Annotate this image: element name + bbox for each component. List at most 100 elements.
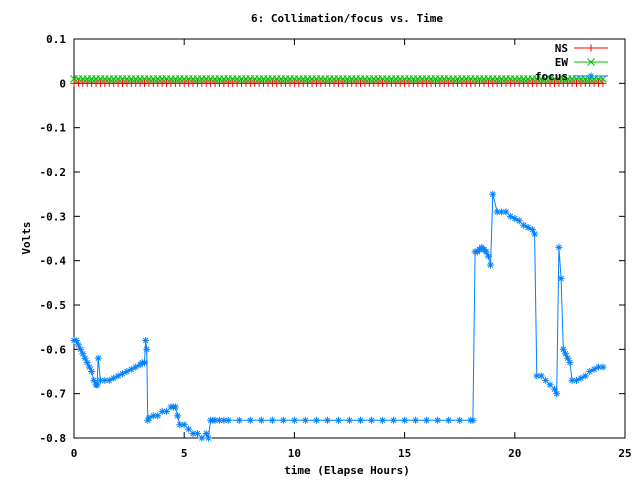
series-layer [70, 75, 607, 442]
series-ns [70, 79, 607, 87]
data-point-focus [323, 416, 331, 424]
data-point-focus [268, 416, 276, 424]
data-point-focus [484, 252, 492, 260]
data-point-focus [553, 390, 561, 398]
data-point-focus [204, 434, 212, 442]
legend-label: focus [535, 70, 568, 83]
x-axis-label: time (Elapse Hours) [284, 464, 410, 477]
data-point-focus [546, 381, 554, 389]
data-point-focus [301, 416, 309, 424]
data-point-focus [401, 416, 409, 424]
data-point-focus [141, 359, 149, 367]
data-point-focus [83, 359, 91, 367]
legend-item-focus: focus [535, 70, 608, 83]
x-tick-label: 25 [618, 447, 631, 460]
legend-item-ew: EW [555, 56, 608, 69]
data-point-focus [163, 407, 171, 415]
y-axis: 0.1 0 -0.1 -0.2 -0.3 -0.4 -0.5 -0.6 -0.7 -0.8 [40, 33, 625, 445]
data-point-focus [185, 425, 193, 433]
data-point-focus [180, 421, 188, 429]
data-point-focus [581, 372, 589, 380]
legend-marker [587, 44, 595, 52]
data-point-focus [555, 243, 563, 251]
legend-marker [587, 72, 595, 80]
data-point-focus [469, 416, 477, 424]
chart-title: 6: Collimation/focus vs. Time [251, 12, 443, 25]
data-point-focus [88, 368, 96, 375]
y-tick-label: -0.3 [40, 210, 67, 223]
data-point-focus [498, 208, 506, 216]
data-point-focus [515, 217, 523, 225]
data-point-focus [224, 416, 232, 424]
data-point-ew [599, 75, 607, 83]
data-point-focus [487, 261, 495, 269]
y-tick-label: -0.1 [40, 122, 67, 135]
data-point-focus [257, 416, 265, 424]
y-tick-label: -0.4 [40, 255, 67, 268]
y-tick-label: -0.2 [40, 166, 67, 179]
data-point-focus [235, 416, 243, 424]
y-tick-label: -0.6 [40, 343, 67, 356]
data-point-focus [502, 208, 510, 216]
data-point-focus [586, 368, 594, 375]
legend-label: NS [555, 42, 568, 55]
data-point-focus [142, 336, 150, 344]
data-point-focus [445, 416, 453, 424]
data-point-focus [557, 274, 565, 282]
data-point-focus [599, 363, 607, 371]
data-point-focus [211, 416, 219, 424]
y-tick-label: 0.1 [46, 33, 66, 46]
data-point-focus [531, 230, 539, 238]
data-point-focus [198, 434, 206, 442]
series-focus [70, 190, 607, 442]
legend-label: EW [555, 56, 569, 69]
series-line-focus [74, 194, 603, 440]
data-point-focus [290, 416, 298, 424]
data-point-focus [171, 403, 179, 411]
x-tick-label: 10 [288, 447, 301, 460]
legend-marker [587, 58, 595, 66]
data-point-focus [412, 416, 420, 424]
data-point-focus [118, 370, 126, 378]
data-point-focus [145, 414, 153, 422]
x-tick-label: 15 [398, 447, 411, 460]
data-point-focus [79, 350, 87, 358]
data-point-focus [246, 416, 254, 424]
data-point-focus [94, 354, 102, 362]
x-tick-label: 0 [71, 447, 78, 460]
data-point-focus [390, 416, 398, 424]
x-tick-label: 5 [181, 447, 188, 460]
x-axis: 0 5 10 15 20 25 [71, 39, 632, 460]
data-point-focus [368, 416, 376, 424]
y-tick-label: -0.5 [40, 299, 67, 312]
data-point-focus [334, 416, 342, 424]
legend-item-ns: NS [555, 42, 608, 55]
data-point-focus [154, 412, 162, 420]
data-point-focus [456, 416, 464, 424]
data-point-focus [566, 359, 574, 367]
y-axis-label: Volts [20, 221, 33, 254]
data-point-focus [202, 430, 210, 438]
data-point-focus [346, 416, 353, 424]
data-point-focus [93, 381, 101, 389]
data-point-focus [590, 365, 598, 373]
y-tick-label: 0 [59, 77, 66, 90]
data-point-focus [279, 416, 287, 424]
data-point-focus [423, 416, 431, 424]
x-tick-label: 20 [508, 447, 521, 460]
y-tick-label: -0.8 [40, 432, 67, 445]
plot-frame [73, 38, 626, 439]
data-point-focus [542, 376, 550, 384]
data-point-focus [215, 416, 223, 424]
data-point-focus [312, 416, 320, 424]
data-point-focus [559, 345, 567, 353]
data-point-focus [489, 190, 497, 198]
data-point-focus [132, 363, 140, 371]
y-tick-label: -0.7 [40, 388, 67, 401]
data-point-focus [357, 416, 365, 424]
data-point-focus [174, 412, 182, 420]
data-point-focus [537, 372, 545, 380]
data-point-focus [379, 416, 387, 424]
